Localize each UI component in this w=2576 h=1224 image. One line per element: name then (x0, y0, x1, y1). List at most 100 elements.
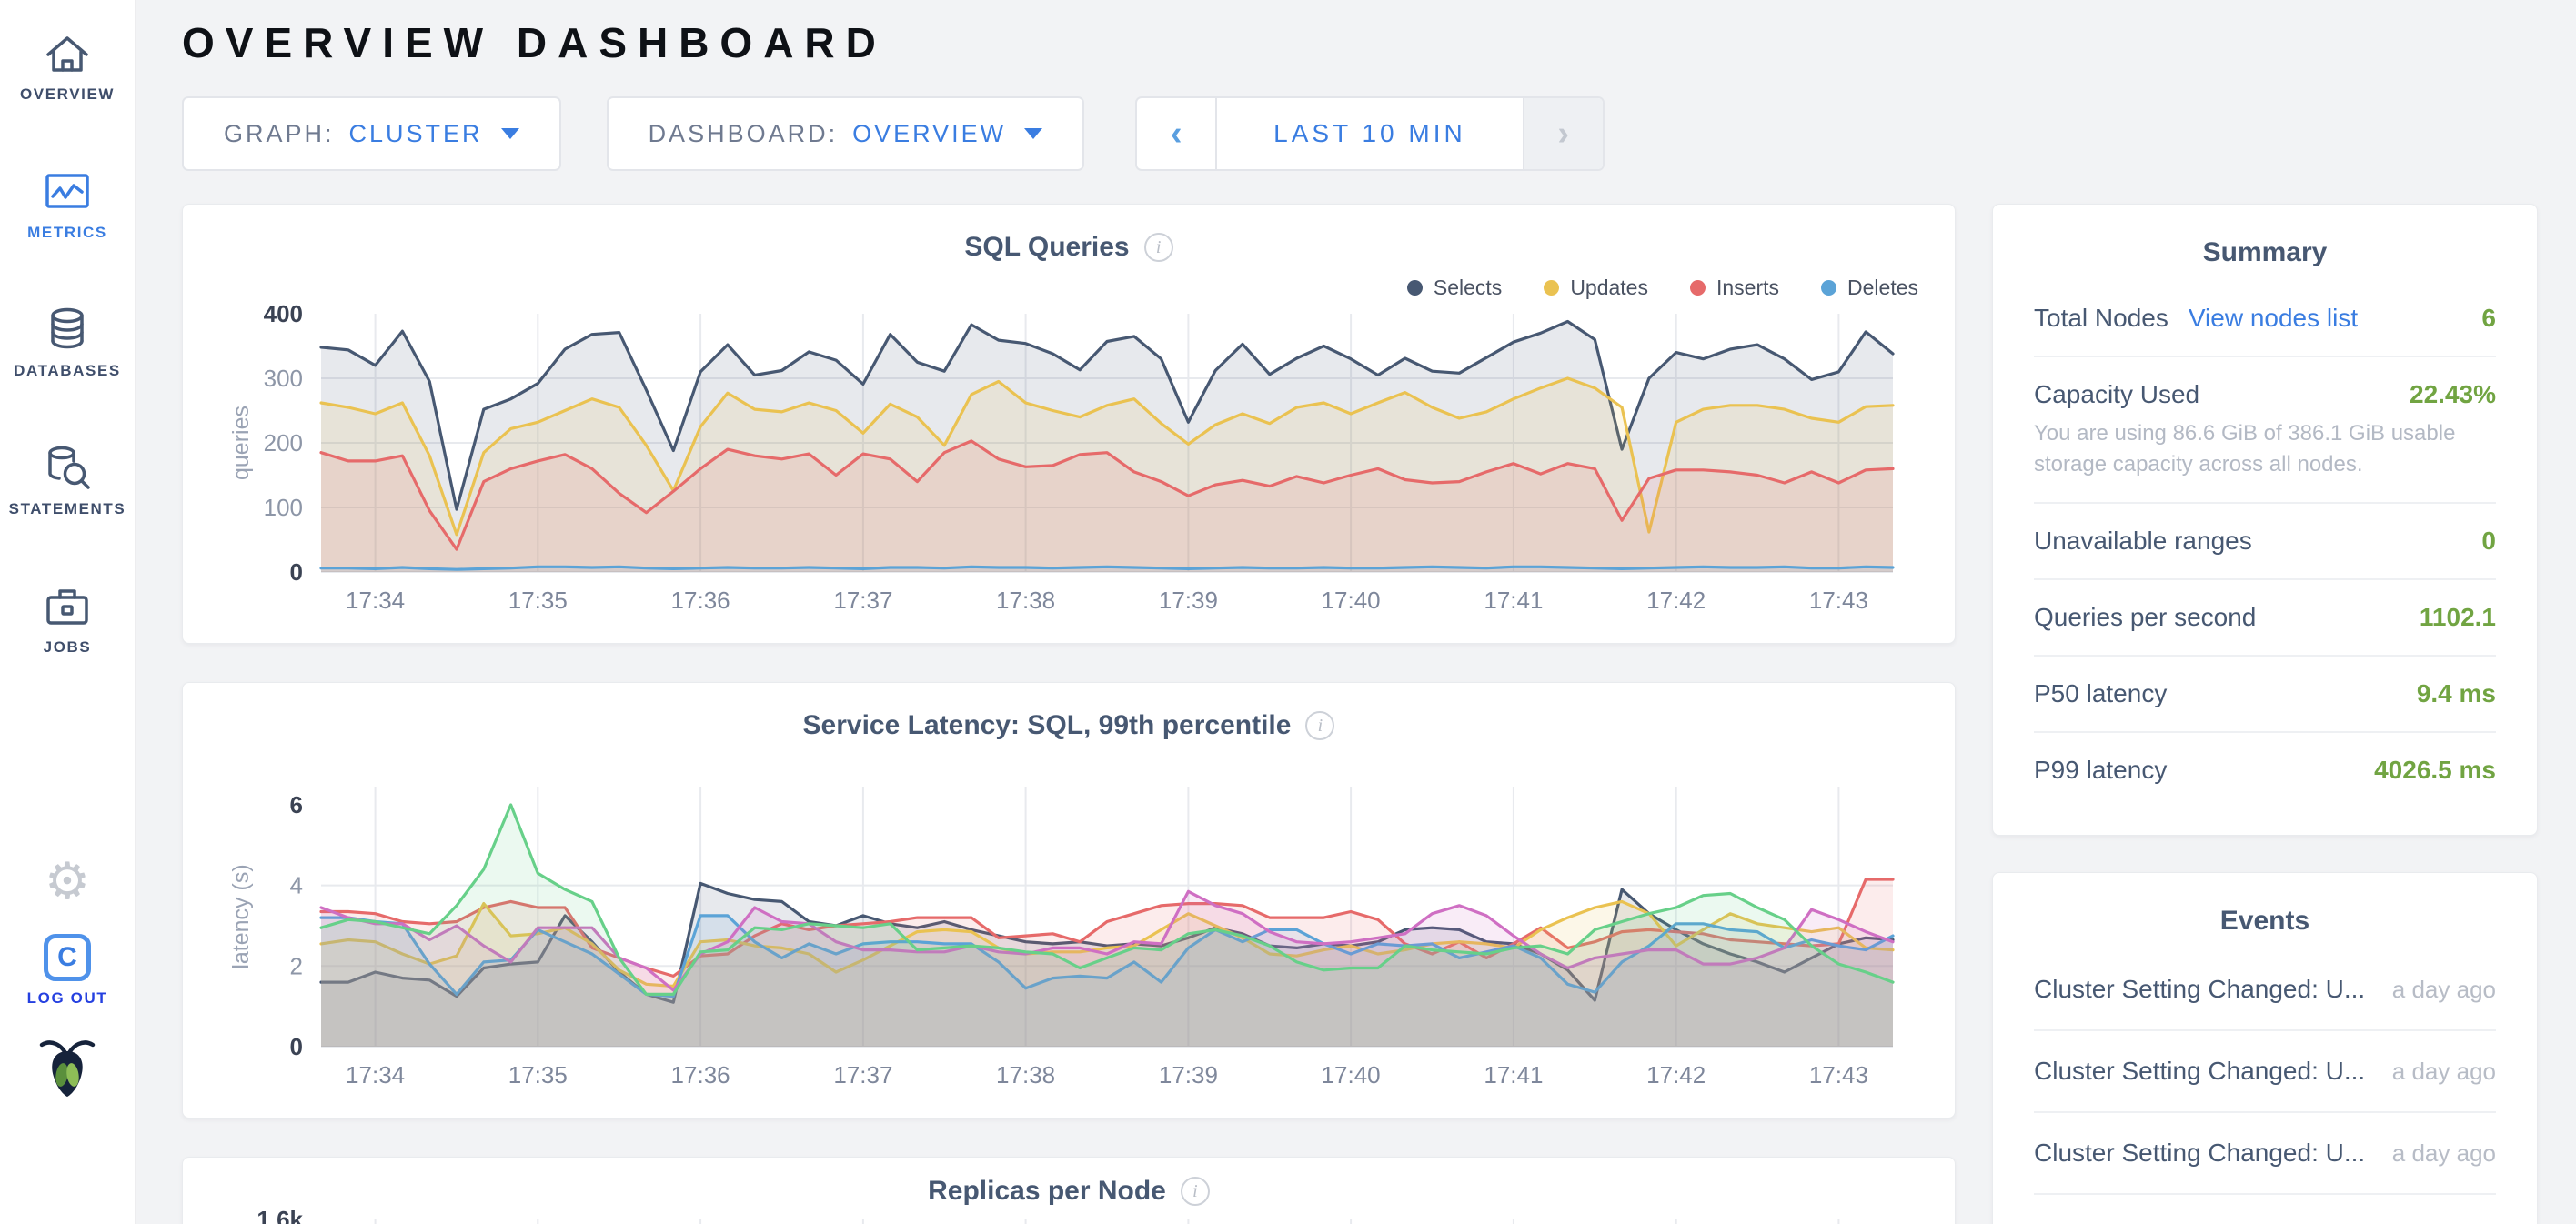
qps-value: 1102.1 (2419, 603, 2496, 632)
svg-text:400: 400 (264, 303, 303, 327)
right-column: Summary Total Nodes View nodes list 6 Ca… (1992, 204, 2538, 1224)
dashboard-dropdown-label: DASHBOARD: (648, 119, 839, 147)
svg-text:queries: queries (228, 406, 254, 480)
svg-text:17:38: 17:38 (996, 587, 1055, 614)
legend-item-inserts[interactable]: Inserts (1689, 276, 1779, 299)
svg-text:17:42: 17:42 (1646, 587, 1706, 614)
sidebar-item-overview[interactable]: OVERVIEW (20, 25, 115, 104)
svg-text:2: 2 (290, 952, 303, 979)
sidebar-item-statements[interactable]: STATEMENTS (9, 440, 126, 518)
total-nodes-value: 6 (2481, 304, 2496, 332)
logout-label: LOG OUT (26, 989, 108, 1007)
sql-queries-chart[interactable]: 0 100 200 300 400 17:34 17:35 17:36 17:37 17:38 17… (219, 303, 1920, 621)
capacity-value: 22.43% (2410, 380, 2496, 408)
view-nodes-list-link[interactable]: View nodes list (2188, 304, 2359, 332)
svg-text:17:37: 17:37 (833, 587, 892, 614)
svg-text:17:36: 17:36 (671, 1061, 730, 1089)
sidebar-bottom: ⚙ C LOG OUT (27, 856, 108, 1224)
sidebar-item-label: METRICS (27, 224, 107, 241)
cockroach-c-icon: C (43, 934, 91, 981)
legend-dot (1821, 279, 1837, 296)
svg-text:17:35: 17:35 (508, 587, 568, 614)
svg-text:17:37: 17:37 (833, 1061, 892, 1089)
legend-dot (1406, 279, 1423, 296)
info-icon[interactable]: i (1143, 233, 1173, 262)
legend-item-deletes[interactable]: Deletes (1821, 276, 1918, 299)
chevron-down-icon (1024, 128, 1043, 139)
svg-text:17:41: 17:41 (1484, 587, 1543, 614)
summary-row-capacity: Capacity Used 22.43% You are using 86.6 … (2034, 357, 2496, 505)
sidebar-item-databases[interactable]: DATABASES (14, 302, 121, 380)
info-icon[interactable]: i (1305, 711, 1335, 740)
legend-dot (1689, 279, 1706, 296)
events-panel: Events Cluster Setting Changed: U... a d… (1992, 872, 2538, 1224)
info-icon[interactable]: i (1180, 1177, 1210, 1206)
controls-bar: GRAPH: CLUSTER DASHBOARD: OVERVIEW ‹ LAS… (182, 96, 2538, 171)
capacity-label: Capacity Used (2034, 380, 2200, 408)
event-time: a day ago (2391, 1139, 2496, 1167)
svg-text:17:34: 17:34 (346, 587, 405, 614)
svg-text:17:41: 17:41 (1484, 1061, 1543, 1089)
charts-column: SQL Queries i Selects Updates Inserts Delet… (182, 204, 1956, 1224)
dashboard-dropdown[interactable]: DASHBOARD: OVERVIEW (606, 96, 1085, 171)
svg-text:17:39: 17:39 (1159, 587, 1218, 614)
svg-text:100: 100 (264, 494, 303, 521)
service-latency-card: Service Latency: SQL, 99th percentile i … (182, 682, 1956, 1119)
svg-text:17:36: 17:36 (671, 587, 730, 614)
qps-label: Queries per second (2034, 603, 2257, 632)
database-icon (40, 302, 95, 355)
event-time: a day ago (2392, 1221, 2496, 1224)
svg-text:17:35: 17:35 (508, 1061, 568, 1089)
svg-text:1.6k: 1.6k (257, 1209, 303, 1224)
svg-text:200: 200 (264, 429, 303, 456)
sidebar-item-metrics[interactable]: METRICS (27, 164, 107, 242)
svg-text:17:40: 17:40 (1322, 1061, 1381, 1089)
sidebar: OVERVIEW METRICS DATABASES STATEMENTS JO… (0, 0, 136, 1224)
legend-item-selects[interactable]: Selects (1406, 276, 1502, 299)
capacity-subtext: You are using 86.6 GiB of 386.1 GiB usab… (2034, 421, 2456, 477)
event-row: Cluster Setting Changed: U... a day ago (2034, 1031, 2496, 1114)
summary-row-qps: Queries per second 1102.1 (2034, 580, 2496, 657)
time-next-button[interactable]: › (1524, 98, 1603, 169)
cockroach-logo-icon (38, 1035, 96, 1108)
chart-legend: Selects Updates Inserts Deletes (219, 276, 1918, 299)
svg-text:17:38: 17:38 (996, 1061, 1055, 1089)
event-label: Cluster Setting Changed: U... (2034, 1139, 2366, 1168)
svg-text:17:43: 17:43 (1809, 587, 1868, 614)
summary-panel: Summary Total Nodes View nodes list 6 Ca… (1992, 204, 2538, 837)
event-time: a day ago (2391, 1057, 2496, 1085)
logout-button[interactable]: C LOG OUT (27, 934, 108, 1008)
gear-icon[interactable]: ⚙ (44, 852, 91, 909)
summary-row-total-nodes: Total Nodes View nodes list 6 (2034, 281, 2496, 357)
events-title: Events (2219, 906, 2310, 937)
summary-row-p50: P50 latency 9.4 ms (2034, 657, 2496, 734)
legend-item-updates[interactable]: Updates (1544, 276, 1648, 299)
chart-title: SQL Queries (964, 232, 1130, 262)
p99-value: 4026.5 ms (2374, 756, 2496, 785)
content-columns: SQL Queries i Selects Updates Inserts Delet… (182, 204, 2538, 1224)
chevron-down-icon (500, 128, 519, 139)
replicas-per-node-card: Replicas per Node i 1.6k (182, 1157, 1956, 1224)
p99-label: P99 latency (2034, 756, 2168, 785)
chart-title: Service Latency: SQL, 99th percentile (802, 710, 1292, 740)
sidebar-item-label: JOBS (43, 638, 92, 656)
svg-text:300: 300 (264, 365, 303, 392)
summary-row-unavailable-ranges: Unavailable ranges 0 (2034, 504, 2496, 581)
time-prev-button[interactable]: ‹ (1137, 98, 1215, 169)
metrics-icon (40, 164, 95, 216)
event-row: Cluster Setting Changed: U... a day ago (2034, 949, 2496, 1032)
svg-text:6: 6 (290, 791, 303, 818)
page-title: OVERVIEW DASHBOARD (182, 19, 887, 66)
svg-text:17:42: 17:42 (1646, 1061, 1706, 1089)
sidebar-item-jobs[interactable]: JOBS (40, 578, 95, 657)
statements-icon (40, 440, 95, 493)
graph-dropdown[interactable]: GRAPH: CLUSTER (182, 96, 561, 171)
event-row: Cluster Setting Changed: U... a day ago (2034, 1113, 2496, 1196)
time-range-value[interactable]: LAST 10 MIN (1215, 98, 1524, 169)
sidebar-item-label: STATEMENTS (8, 500, 126, 517)
dashboard-dropdown-value: OVERVIEW (852, 119, 1007, 147)
event-label: Cluster Setting Changed: U... (2034, 975, 2366, 1004)
service-latency-chart[interactable]: 0 2 4 6 17:34 17:35 17:36 17:37 17:38 17:39 17:40 1… (219, 776, 1920, 1096)
replicas-per-node-chart[interactable]: 1.6k (219, 1209, 1920, 1224)
